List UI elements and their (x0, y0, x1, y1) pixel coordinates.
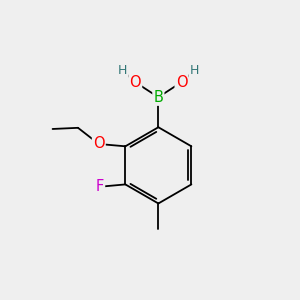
Text: B: B (153, 90, 163, 105)
Text: O: O (130, 75, 141, 90)
Text: H: H (118, 64, 127, 77)
Text: H: H (190, 64, 199, 77)
Text: O: O (176, 75, 187, 90)
Text: F: F (96, 179, 104, 194)
Text: O: O (93, 136, 105, 152)
